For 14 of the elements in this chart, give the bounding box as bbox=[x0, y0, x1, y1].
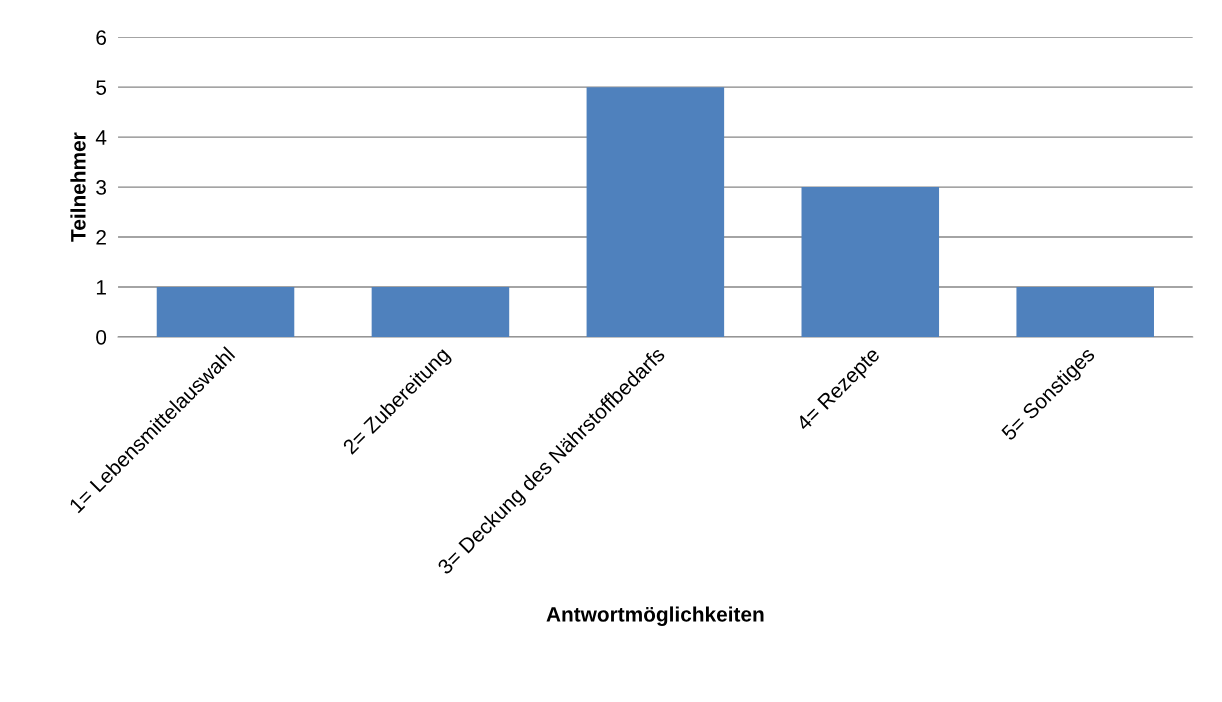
y-tick-label: 0 bbox=[96, 329, 107, 345]
y-tick-label: 5 bbox=[96, 80, 107, 95]
bar bbox=[801, 187, 940, 337]
bar bbox=[156, 287, 295, 337]
y-tick-label: 1 bbox=[96, 280, 106, 295]
y-axis-title: Teilnehmer bbox=[70, 132, 86, 242]
y-tick-label: 2 bbox=[96, 230, 106, 245]
y-tick-label: 6 bbox=[96, 30, 107, 45]
y-tick-label: 4 bbox=[95, 130, 107, 145]
x-axis-title: Antwortmöglichkeiten bbox=[546, 606, 764, 626]
bar bbox=[371, 287, 510, 337]
y-tick-label: 3 bbox=[96, 180, 107, 195]
bar bbox=[586, 87, 725, 337]
bar bbox=[1016, 287, 1154, 337]
